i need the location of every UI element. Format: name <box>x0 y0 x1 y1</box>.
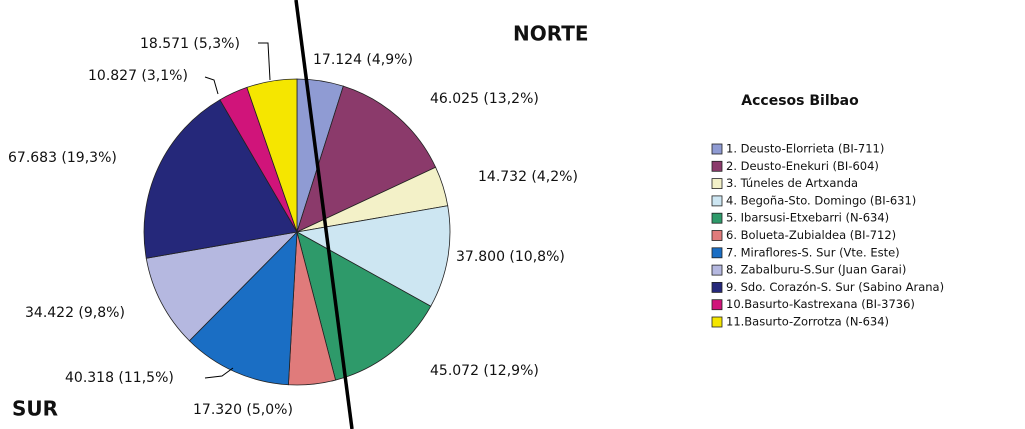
legend-label: 6. Bolueta-Zubialdea (BI-712) <box>726 228 896 242</box>
divider-line <box>294 0 354 429</box>
legend-label: 7. Miraflores-S. Sur (Vte. Este) <box>726 245 900 259</box>
data-label: 46.025 (13,2%) <box>430 91 539 107</box>
data-label: 37.800 (10,8%) <box>456 249 565 265</box>
legend-label: 4. Begoña-Sto. Domingo (BI-631) <box>726 193 916 207</box>
pie-slice <box>295 205 451 307</box>
legend-label: 8. Zabalburu-S.Sur (Juan Garai) <box>726 263 906 277</box>
legend-swatch <box>711 160 723 172</box>
legend-swatch <box>711 212 723 224</box>
legend-label: 1. Deusto-Elorrieta (BI-711) <box>726 142 884 156</box>
pie-slice <box>296 85 437 233</box>
annotation: SUR <box>12 397 58 421</box>
data-label: 45.072 (12,9%) <box>430 363 539 379</box>
legend-label: 10.Basurto-Kastrexana (BI-3736) <box>726 297 915 311</box>
data-label: 67.683 (19,3%) <box>8 150 117 166</box>
legend-swatch <box>711 143 723 155</box>
leader-line <box>258 42 271 81</box>
pie-slice <box>143 99 298 259</box>
data-label: 14.732 (4,2%) <box>478 169 578 185</box>
data-label: 34.422 (9,8%) <box>25 305 125 321</box>
legend-label: 11.Basurto-Zorrotza (N-634) <box>726 315 889 329</box>
pie-slice <box>246 78 298 233</box>
legend-swatch <box>711 281 723 293</box>
data-label: 10.827 (3,1%) <box>88 68 188 84</box>
data-label: 18.571 (5,3%) <box>140 36 240 52</box>
legend-swatch <box>711 195 723 207</box>
legend-swatch <box>711 178 723 190</box>
legend-swatch <box>711 299 723 311</box>
legend-swatch <box>711 264 723 276</box>
pie <box>143 78 451 386</box>
annotation: NORTE <box>513 22 589 46</box>
legend-swatch <box>711 247 723 259</box>
data-label: 40.318 (11,5%) <box>65 370 174 386</box>
legend-title: Accesos Bilbao <box>741 93 859 109</box>
legend-label: 3. Túneles de Artxanda <box>726 176 858 190</box>
data-label: 17.320 (5,0%) <box>193 402 293 418</box>
legend-swatch <box>711 316 723 328</box>
legend-label: 2. Deusto-Enekuri (BI-604) <box>726 159 879 173</box>
leader-line <box>204 367 234 379</box>
legend-label: 9. Sdo. Corazón-S. Sur (Sabino Arana) <box>726 280 944 294</box>
legend-label: 5. Ibarsusi-Etxebarri (N-634) <box>726 211 889 225</box>
pie-slice <box>145 231 299 342</box>
pie-slice <box>188 230 298 386</box>
leader-line <box>204 76 219 95</box>
data-label: 17.124 (4,9%) <box>313 52 413 68</box>
legend-swatch <box>711 230 723 241</box>
